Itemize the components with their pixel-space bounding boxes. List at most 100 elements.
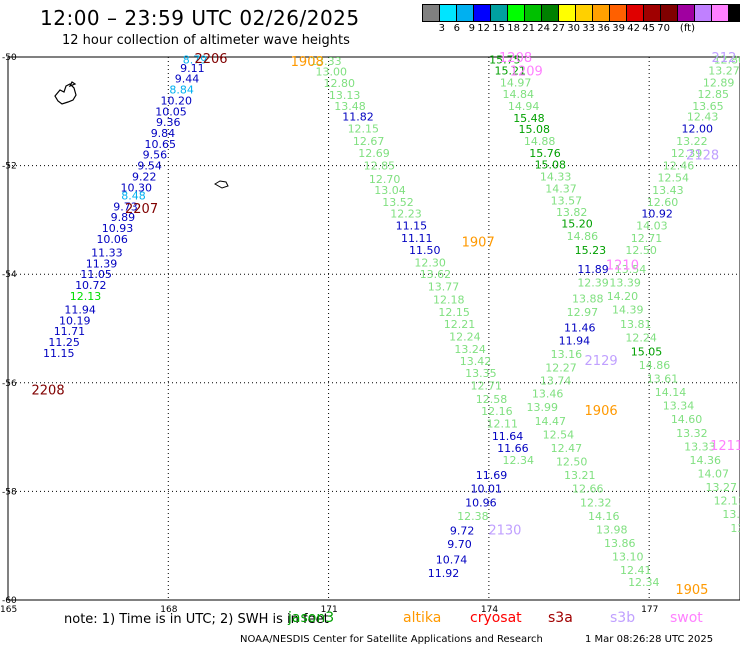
- swh-value: 12.11: [714, 495, 740, 508]
- swh-value: 12.38: [457, 510, 489, 523]
- swh-value: 12.23: [390, 207, 422, 220]
- lon-label: 165: [0, 605, 17, 615]
- legend-label: 3: [438, 23, 445, 34]
- legend-label: 27: [552, 23, 565, 34]
- swh-value: 13.74: [540, 375, 572, 388]
- swh-value: 11.11: [401, 232, 433, 245]
- legend-label: 18: [507, 23, 520, 34]
- swh-value: 15.75: [489, 54, 521, 67]
- swh-value: 8.79: [183, 54, 208, 67]
- swh-value: 13.65: [692, 100, 724, 113]
- swh-value: 14.14: [655, 386, 687, 399]
- pass-time-label: 1906: [585, 404, 618, 419]
- swh-value: 12.60: [647, 196, 679, 209]
- swh-value: 11.69: [476, 469, 508, 482]
- swh-value: 9.11: [180, 62, 205, 75]
- swh-value: 12.80: [324, 77, 356, 90]
- swh-value: 11.15: [396, 219, 428, 232]
- pass-time-label: 2206: [194, 52, 227, 67]
- pass-time-label: 1210: [606, 258, 639, 273]
- swh-value: 15.21: [494, 65, 526, 78]
- pass-time-label: 2208: [32, 383, 65, 398]
- swh-value: 14.37: [545, 182, 577, 195]
- swh-value: 13.00: [316, 66, 348, 79]
- swh-value: 13.52: [382, 196, 414, 209]
- swh-value: 12.54: [657, 172, 689, 185]
- swh-value: 10.96: [465, 496, 497, 509]
- legend-label: 42: [627, 23, 640, 34]
- swh-value: 10.30: [120, 181, 152, 194]
- swh-value: 13.16: [551, 348, 583, 361]
- swh-value: 13.27: [706, 481, 738, 494]
- legend-label: 33: [582, 23, 595, 34]
- legend-label: 70: [657, 23, 670, 34]
- swh-value: 14.94: [508, 100, 540, 113]
- swh-value: 12.15: [348, 123, 380, 136]
- swh-value: 12.47: [551, 442, 583, 455]
- mission-s3b: s3b: [610, 610, 636, 626]
- swh-value: 9.89: [111, 211, 136, 224]
- swh-value: 10.01: [470, 483, 502, 496]
- swh-value: 13.57: [551, 194, 583, 207]
- swh-value: 11.46: [564, 321, 596, 334]
- swh-value: 13.13: [329, 89, 361, 102]
- swh-value: 11.39: [86, 257, 118, 270]
- swh-value: 11.92: [428, 567, 460, 580]
- swh-value: 12.46: [663, 160, 695, 173]
- swh-value: 9.54: [137, 160, 162, 173]
- swh-value: 12.34: [503, 454, 535, 467]
- swh-value: 11.50: [409, 244, 441, 257]
- swh-value: 13.61: [647, 372, 679, 385]
- lat-label: -50: [2, 53, 17, 63]
- mission-cryosat: cryosat: [470, 610, 522, 626]
- swh-value: 13.48: [334, 100, 366, 113]
- swh-value: 11.66: [497, 442, 529, 455]
- swh-value: 10.19: [59, 314, 91, 327]
- swh-value: 13.62: [420, 268, 452, 281]
- mission-swot: swot: [670, 610, 703, 626]
- legend-label: 12: [477, 23, 490, 34]
- swh-value: 12.50: [625, 244, 657, 257]
- swh-value: 11.94: [64, 303, 96, 316]
- legend-labels: 3 6 9 12 15 18 21 24 27 30 33 36 39 42 45 70 (ft): [422, 23, 740, 34]
- pass-time-label: 2128: [686, 149, 719, 164]
- legend-swatch: [728, 4, 740, 22]
- swh-value: 14.47: [535, 415, 567, 428]
- swh-value: 10.72: [75, 279, 107, 292]
- swh-value: 13.33: [684, 440, 716, 453]
- swh-value: 11.25: [48, 336, 80, 349]
- swh-value: 12.43: [687, 111, 719, 124]
- swh-value: 14.60: [671, 413, 703, 426]
- swh-value: 12.15: [438, 306, 470, 319]
- swh-value: 15.05: [631, 345, 663, 358]
- swh-value: 13.88: [572, 293, 604, 306]
- pass-time-label: 1209: [510, 65, 543, 80]
- swh-value: 10.93: [102, 222, 134, 235]
- legend-label: 6: [453, 23, 460, 34]
- swh-value: 13.22: [676, 135, 708, 148]
- swh-value: 12.70: [369, 173, 401, 186]
- lat-label: -54: [2, 270, 17, 280]
- swh-value: 13.35: [465, 367, 497, 380]
- lon-label: 174: [481, 605, 498, 615]
- swh-value: 14.03: [636, 219, 668, 232]
- swh-value: 11.89: [577, 263, 609, 276]
- swh-value: 11.64: [492, 430, 524, 443]
- swh-value: 10.65: [145, 138, 177, 151]
- pass-time-label: 1908: [291, 55, 324, 70]
- swh-value: 13.10: [612, 551, 644, 564]
- swh-value: 15.20: [561, 218, 593, 231]
- swh-value: 14.86: [639, 359, 671, 372]
- swh-value: 9.36: [156, 116, 181, 129]
- swh-value: 9.56: [143, 149, 168, 162]
- swh-value: 14.97: [500, 77, 532, 90]
- swh-value: 13.43: [652, 184, 684, 197]
- swh-value: 8.48: [121, 189, 146, 202]
- swh-value: 12.58: [476, 393, 508, 406]
- lat-label: -60: [2, 596, 17, 606]
- swh-value: 13.99: [527, 401, 559, 414]
- legend-label: 30: [567, 23, 580, 34]
- mission-s3a: s3a: [548, 610, 573, 626]
- swh-value: 12.32: [580, 496, 612, 509]
